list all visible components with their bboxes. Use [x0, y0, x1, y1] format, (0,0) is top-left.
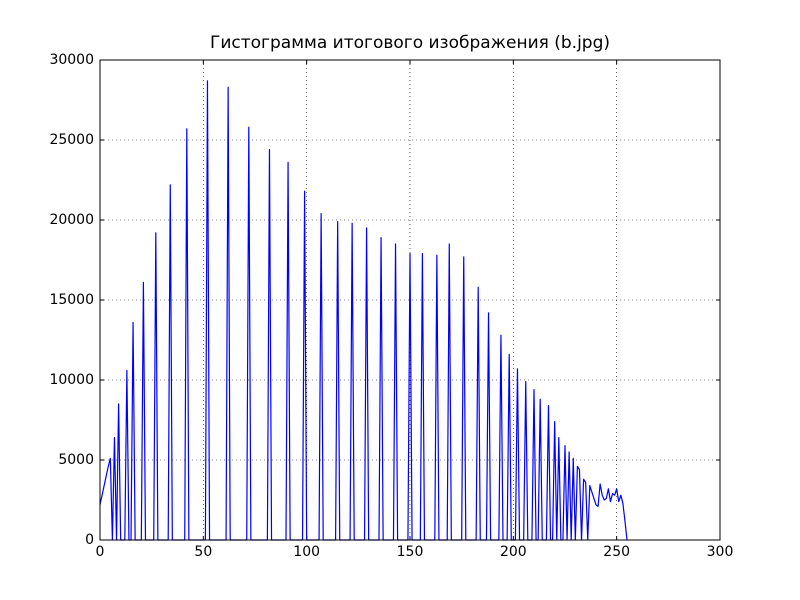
plot-frame: [99, 59, 721, 541]
x-tick-label: 150: [397, 544, 424, 560]
y-tick-label: 5000: [58, 452, 94, 468]
y-tick-label: 15000: [49, 292, 94, 308]
y-tick-label: 20000: [49, 212, 94, 228]
y-tick-label: 25000: [49, 132, 94, 148]
y-tick-label: 10000: [49, 372, 94, 388]
chart-title: Гистограмма итогового изображения (b.jpg…: [210, 33, 610, 53]
x-tick-label: 300: [707, 544, 734, 560]
x-tick-label: 100: [293, 544, 320, 560]
y-tick-label: 30000: [49, 52, 94, 68]
x-tick-label: 0: [96, 544, 105, 560]
y-tick-label: 0: [85, 532, 94, 548]
x-tick-label: 250: [603, 544, 630, 560]
x-tick-label: 50: [194, 544, 212, 560]
x-tick-label: 200: [500, 544, 527, 560]
